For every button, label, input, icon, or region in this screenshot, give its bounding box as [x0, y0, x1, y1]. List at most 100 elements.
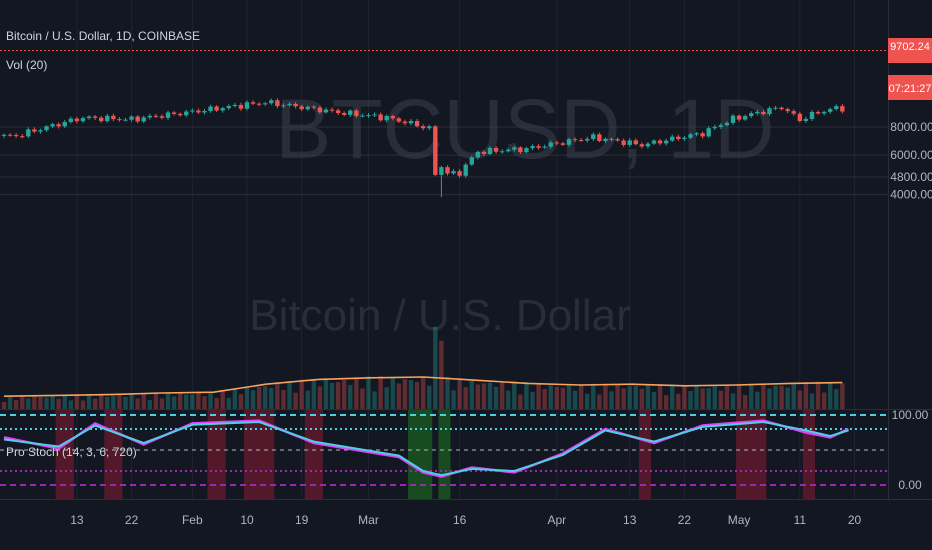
candle-body: [518, 147, 523, 152]
candle-body: [457, 171, 462, 176]
candle-body: [724, 122, 730, 126]
candle-body: [627, 140, 632, 145]
volume-bar: [742, 395, 748, 409]
volume-bar: [305, 390, 310, 409]
candle-body: [451, 171, 456, 174]
candle-body: [803, 118, 809, 121]
time-axis[interactable]: 13 22 Feb 10 19 Mar 16 Apr 13 22 May 11 20: [70, 513, 861, 527]
volume-bar: [196, 392, 201, 409]
volume-bar: [220, 389, 225, 409]
candle-body: [232, 104, 238, 107]
time-tick-label: 13: [623, 513, 637, 527]
volume-bar: [177, 393, 183, 409]
volume-bar: [682, 385, 687, 409]
candle-body: [202, 111, 207, 113]
volume-bar: [767, 388, 772, 409]
volume-bar: [469, 380, 474, 409]
volume-bar: [427, 385, 432, 409]
candle-body: [317, 107, 323, 113]
candle-body: [360, 115, 365, 117]
candle-body: [530, 146, 535, 149]
volume-bar: [153, 392, 159, 409]
candle-body: [433, 126, 438, 175]
volume-bar: [408, 380, 414, 409]
volume-bar: [712, 386, 717, 409]
candle-body: [524, 148, 529, 152]
volume-bar: [518, 394, 523, 409]
last-price-badge-bg: [888, 38, 932, 63]
volume-bar: [809, 393, 815, 409]
volume-bar: [420, 377, 426, 409]
candle-body: [439, 167, 444, 175]
candle-body: [396, 118, 402, 122]
stoch-pane: [0, 410, 888, 499]
volume-bar: [232, 388, 238, 409]
volume-pane: [1, 326, 845, 409]
volume-bar: [147, 400, 152, 409]
candle-body: [639, 144, 645, 147]
volume-legend[interactable]: Vol (20): [6, 58, 48, 72]
candle-body: [785, 109, 790, 112]
volume-bar: [773, 385, 778, 409]
candle-body: [159, 116, 165, 118]
volume-bar: [354, 377, 359, 409]
volume-bar: [493, 386, 499, 409]
volume-bar: [834, 389, 839, 409]
candle-body: [32, 129, 37, 132]
volume-bar: [92, 398, 98, 409]
price-axis[interactable]: 4000.00 4800.00 6000.00 8000.00: [890, 120, 932, 202]
candle-body: [141, 117, 146, 122]
time-tick-label: 10: [240, 513, 254, 527]
candle-body: [706, 128, 711, 137]
volume-bar: [451, 390, 456, 409]
candle-body: [269, 100, 274, 104]
candle-body: [609, 138, 614, 140]
volume-bar: [184, 394, 189, 409]
time-tick-label: Feb: [182, 513, 203, 527]
candle-body: [767, 108, 772, 115]
candle-body: [378, 114, 383, 121]
volume-bar: [736, 383, 742, 409]
volume-bar: [779, 385, 784, 409]
candle-body: [718, 125, 724, 127]
volume-bar: [26, 398, 31, 409]
candle-body: [736, 115, 742, 120]
candle-body: [712, 126, 717, 129]
volume-bar: [530, 391, 535, 409]
candle-body: [384, 116, 389, 121]
candle-body: [657, 140, 663, 144]
candle-body: [688, 134, 693, 138]
candle-body: [414, 121, 420, 127]
candle-body: [299, 106, 304, 110]
candle-body: [86, 116, 92, 119]
candle-body: [177, 113, 183, 116]
stoch-axis[interactable]: 100.00 0.00: [892, 408, 929, 492]
countdown-badge-bg: [888, 75, 932, 100]
volume-bar: [44, 397, 49, 409]
volume-bar: [208, 391, 213, 409]
volume-bar: [694, 386, 699, 409]
candle-body: [366, 115, 371, 117]
time-tick-label: 22: [125, 513, 139, 527]
volume-bar: [840, 383, 845, 409]
volume-bar: [263, 386, 268, 409]
candle-body: [50, 124, 55, 127]
candle-body: [621, 140, 626, 145]
candle-body: [56, 124, 61, 127]
candle-body: [645, 143, 651, 147]
volume-bar: [214, 397, 219, 409]
symbol-title[interactable]: Bitcoin / U.S. Dollar, 1D, COINBASE: [6, 29, 201, 43]
candle-body: [773, 107, 778, 109]
time-tick-label: 20: [848, 513, 862, 527]
volume-bar: [815, 381, 821, 409]
stoch-legend[interactable]: Pro Stoch (14, 3, 6, 720): [6, 445, 137, 459]
volume-bar: [591, 383, 596, 409]
volume-bar: [99, 394, 104, 409]
volume-bar: [226, 397, 231, 409]
volume-bar: [797, 390, 803, 409]
candle-body: [469, 157, 474, 165]
candle-body: [329, 109, 335, 111]
volume-bar: [311, 379, 317, 409]
volume-bar: [269, 387, 274, 409]
